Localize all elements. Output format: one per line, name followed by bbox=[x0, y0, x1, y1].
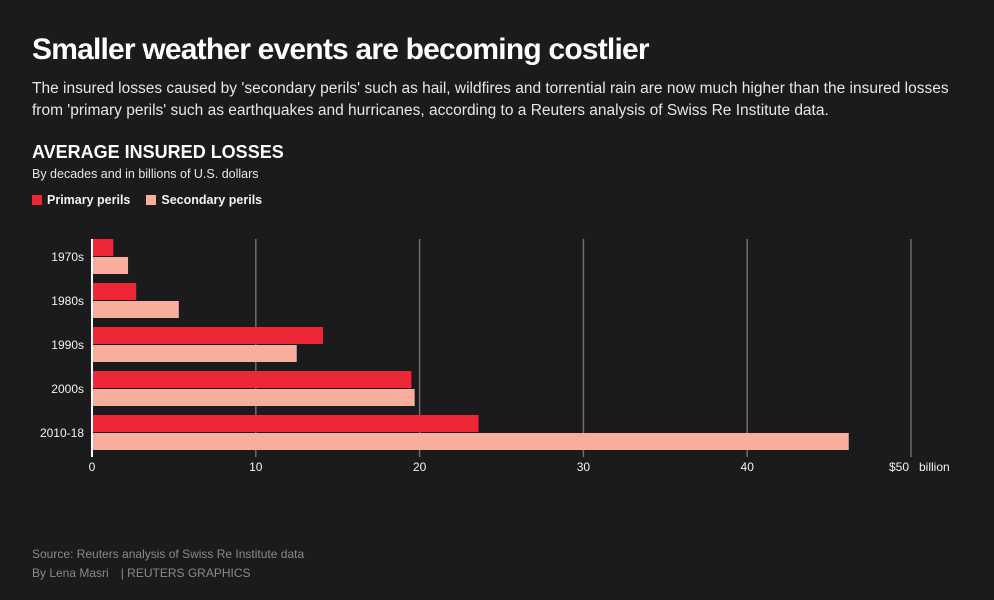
author: By Lena Masri bbox=[32, 566, 109, 580]
bar-primary bbox=[92, 327, 323, 344]
legend-item-secondary: Secondary perils bbox=[146, 193, 262, 207]
x-tick-label: 20 bbox=[413, 460, 427, 474]
bar-primary bbox=[92, 239, 114, 256]
x-unit-label: billion bbox=[919, 460, 950, 474]
bar-secondary bbox=[92, 301, 179, 318]
bar-chart: 1970s 1980s 1990s 2000s 2010-18 0 10 20 30 40 $50 b… bbox=[40, 239, 950, 474]
category-label: 1970s bbox=[51, 250, 84, 264]
x-tick-label: 10 bbox=[249, 460, 263, 474]
credit: | REUTERS GRAPHICS bbox=[120, 566, 251, 580]
category-label: 1990s bbox=[51, 338, 84, 352]
bar-secondary bbox=[92, 345, 297, 362]
bar-secondary bbox=[92, 257, 129, 274]
legend: Primary perils Secondary perils bbox=[32, 193, 262, 207]
legend-label-primary: Primary perils bbox=[47, 193, 131, 207]
byline: By Lena Masri | REUTERS GRAPHICS bbox=[32, 566, 251, 580]
x-tick-label: 40 bbox=[741, 460, 755, 474]
x-tick-label: 0 bbox=[89, 460, 96, 474]
x-tick-label: 30 bbox=[577, 460, 591, 474]
deck: The insured losses caused by 'secondary … bbox=[32, 80, 949, 119]
headline: Smaller weather events are becoming cost… bbox=[32, 33, 650, 66]
bar-secondary bbox=[92, 433, 849, 450]
bar-primary bbox=[92, 415, 479, 432]
bar-primary bbox=[92, 283, 137, 300]
category-label: 2010-18 bbox=[40, 426, 84, 440]
legend-swatch-primary bbox=[32, 195, 42, 205]
bar-secondary bbox=[92, 389, 415, 406]
legend-label-secondary: Secondary perils bbox=[161, 193, 263, 207]
source-note: Source: Reuters analysis of Swiss Re Ins… bbox=[32, 547, 305, 561]
legend-swatch-secondary bbox=[146, 195, 157, 205]
legend-item-primary: Primary perils bbox=[32, 193, 130, 207]
chart-title: AVERAGE INSURED LOSSES bbox=[32, 142, 284, 162]
chart-subtitle: By decades and in billions of U.S. dolla… bbox=[32, 167, 259, 181]
bar-primary bbox=[92, 371, 412, 388]
x-tick-label: $50 bbox=[889, 460, 909, 474]
category-label: 2000s bbox=[51, 382, 84, 396]
category-label: 1980s bbox=[51, 294, 84, 308]
